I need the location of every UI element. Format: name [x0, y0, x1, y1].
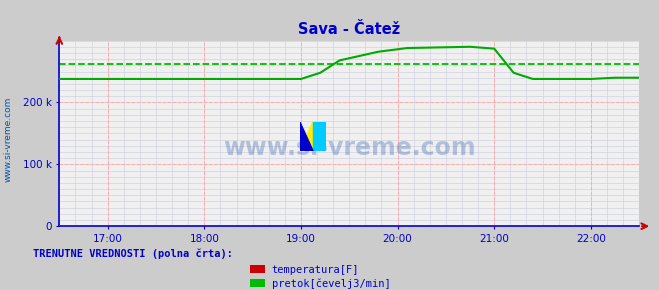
Text: temperatura[F]: temperatura[F] — [272, 265, 359, 275]
Title: Sava - Čatež: Sava - Čatež — [298, 22, 401, 37]
Text: www.si-vreme.com: www.si-vreme.com — [223, 136, 476, 160]
Text: www.si-vreme.com: www.si-vreme.com — [3, 97, 13, 182]
Polygon shape — [300, 122, 326, 151]
Polygon shape — [300, 122, 313, 151]
Polygon shape — [313, 122, 326, 151]
Text: TRENUTNE VREDNOSTI (polna črta):: TRENUTNE VREDNOSTI (polna črta): — [33, 248, 233, 259]
Text: pretok[čevelj3/min]: pretok[čevelj3/min] — [272, 279, 390, 289]
